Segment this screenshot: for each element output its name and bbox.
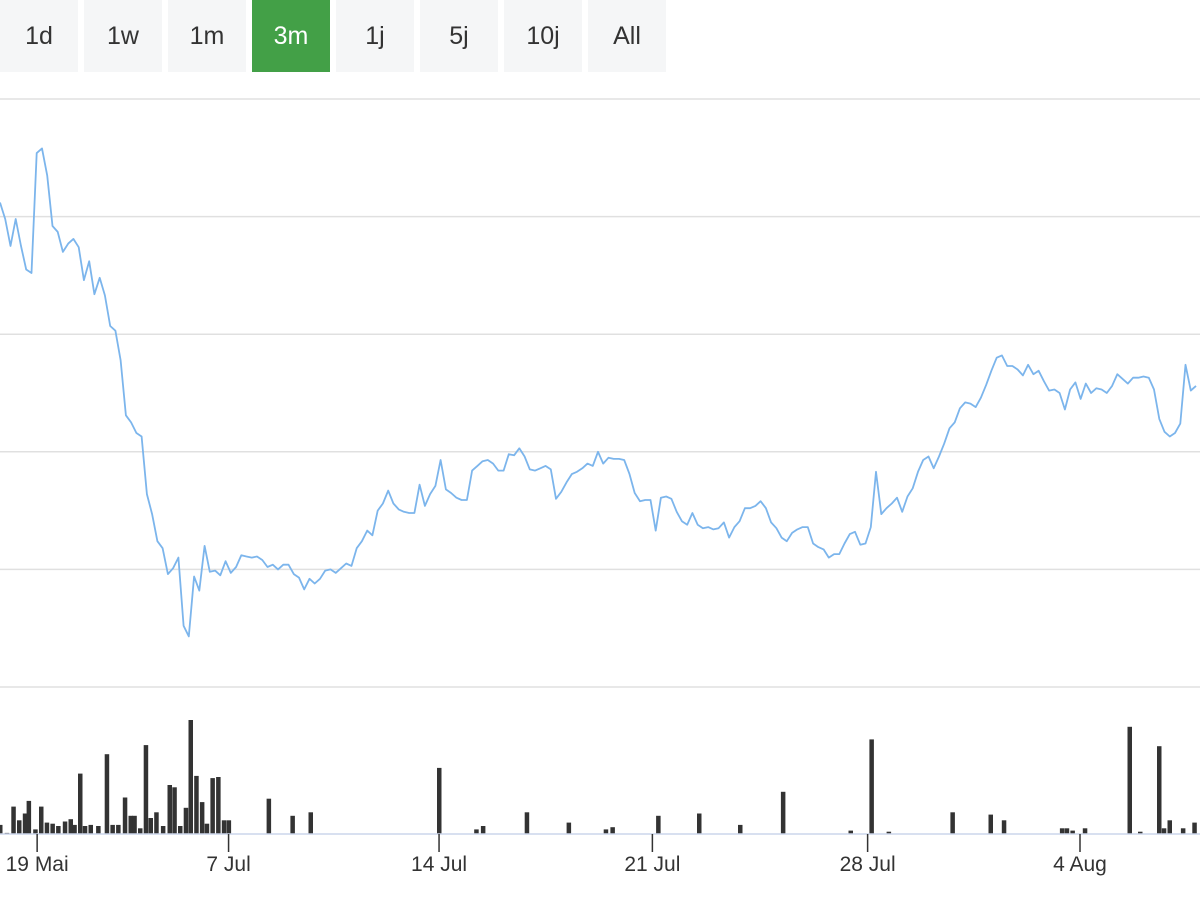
volume-bar — [1127, 726, 1132, 834]
volume-bar — [167, 785, 172, 834]
volume-bar — [188, 720, 193, 834]
volume-bar — [886, 831, 892, 834]
volume-bar — [697, 813, 702, 834]
volume-bar — [610, 827, 615, 834]
x-tick-label: 14 Jul — [411, 853, 467, 876]
volume-bar — [266, 798, 272, 834]
volume-bar — [226, 820, 232, 834]
x-tick-label: 21 Jul — [624, 853, 680, 876]
volume-bar — [104, 754, 110, 834]
volume-bar — [988, 814, 993, 834]
volume-bar — [160, 826, 166, 834]
volume-bar — [216, 777, 221, 834]
range-button-5j[interactable]: 5j — [420, 0, 498, 72]
volume-bar — [72, 824, 77, 834]
range-button-1j[interactable]: 1j — [336, 0, 414, 72]
volume-bar — [44, 822, 50, 834]
volume-bar — [780, 791, 786, 834]
volume-bar — [50, 823, 55, 834]
volume-bar — [1070, 830, 1075, 834]
volume-bar — [56, 826, 61, 834]
volume-bar — [738, 824, 743, 834]
volume-bar — [199, 802, 205, 834]
range-selector: 1d 1w 1m 3m 1j 5j 10j All — [0, 0, 672, 72]
volume-bar — [33, 829, 38, 834]
volume-bar — [1138, 831, 1143, 834]
volume-bar — [1161, 828, 1167, 834]
volume-bar — [88, 824, 93, 834]
volume-bar — [148, 818, 153, 834]
volume-bar — [110, 824, 115, 834]
x-tick-label: 4 Aug — [1053, 853, 1107, 876]
x-tick-label: 19 Mai — [6, 853, 69, 876]
volume-bar — [17, 820, 22, 834]
volume-bar — [210, 778, 215, 834]
volume-bar — [62, 821, 68, 834]
volume-bar — [96, 826, 101, 834]
range-button-1w[interactable]: 1w — [84, 0, 162, 72]
volume-bar — [1167, 820, 1172, 834]
volume-bar — [138, 828, 143, 834]
volume-bar — [603, 829, 609, 834]
volume-bar — [480, 826, 486, 834]
volume-bar — [566, 822, 572, 834]
volume-bar — [116, 824, 121, 834]
volume-bar — [437, 767, 442, 834]
range-button-all[interactable]: All — [588, 0, 666, 72]
volume-bar — [143, 745, 149, 834]
volume-bar — [1001, 820, 1007, 834]
volume-bar — [68, 819, 73, 834]
range-button-10j[interactable]: 10j — [504, 0, 582, 72]
price-line — [0, 147, 1197, 638]
volume-bar — [204, 823, 210, 834]
volume-bar — [1082, 828, 1088, 834]
range-button-1m[interactable]: 1m — [168, 0, 246, 72]
volume-bar — [656, 815, 661, 834]
volume-bar — [122, 797, 128, 834]
volume-bar — [194, 775, 199, 834]
volume-bar — [132, 815, 137, 834]
volume-bar — [78, 773, 83, 834]
volume-bar — [154, 812, 159, 834]
volume-bar — [524, 812, 530, 834]
volume-bar — [308, 812, 313, 834]
volume-bar — [39, 806, 44, 834]
volume-bar — [869, 739, 874, 834]
x-tick-label: 28 Jul — [840, 853, 896, 876]
volume-bar — [82, 826, 88, 834]
volume-bar — [1064, 828, 1070, 834]
volume-bar — [221, 820, 227, 834]
volume-bar — [1192, 822, 1197, 834]
volume-bar — [1157, 746, 1162, 834]
volume-bar — [22, 813, 28, 834]
volume-bar — [474, 829, 479, 834]
volume-bar — [128, 815, 133, 834]
volume-bar — [848, 830, 853, 834]
range-button-1d[interactable]: 1d — [0, 0, 78, 72]
volume-bar — [11, 806, 16, 834]
volume-bar — [290, 815, 295, 834]
volume-bar — [178, 826, 183, 834]
x-tick-label: 7 Jul — [206, 853, 250, 876]
volume-bar — [950, 812, 955, 834]
volume-bar — [1180, 828, 1186, 834]
range-button-3m[interactable]: 3m — [252, 0, 330, 72]
volume-bar — [26, 800, 32, 834]
volume-bar — [172, 787, 177, 834]
volume-bar — [0, 824, 3, 834]
volume-bar — [1059, 828, 1065, 834]
volume-bar — [183, 807, 189, 834]
